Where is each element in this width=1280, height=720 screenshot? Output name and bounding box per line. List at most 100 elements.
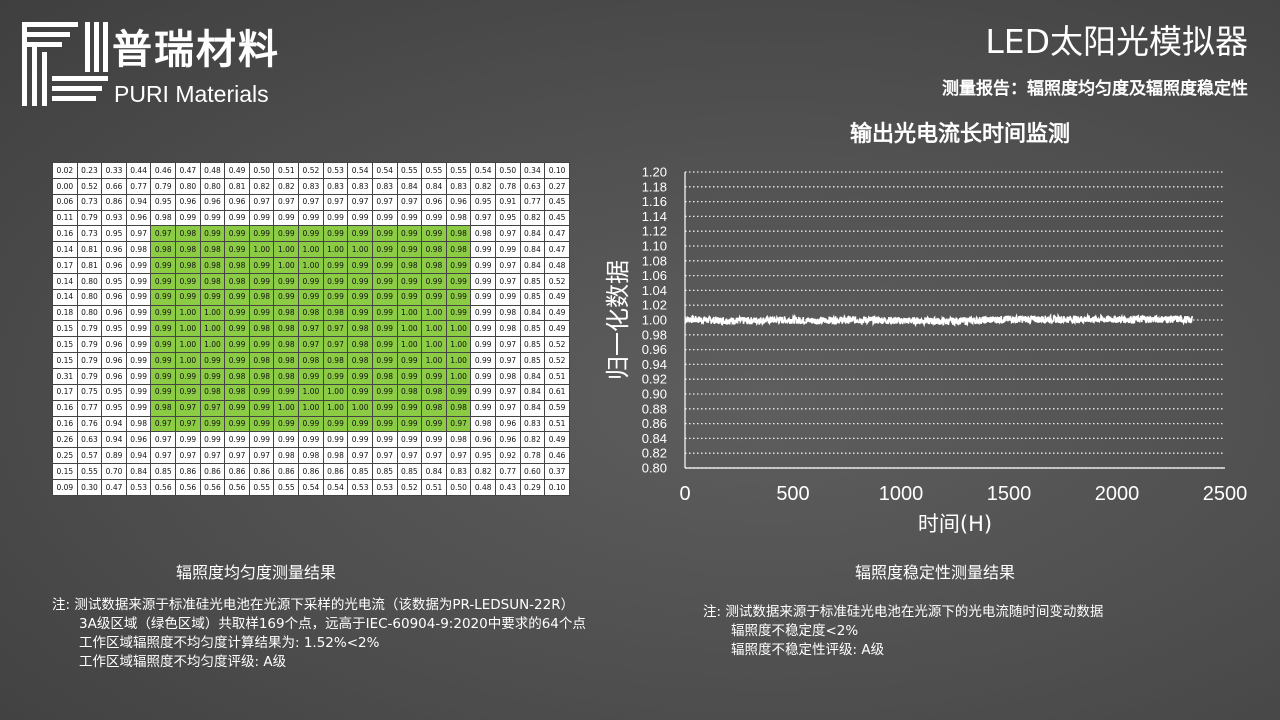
grid-cell: 0.50 (248, 162, 275, 179)
grid-cell: 0.61 (544, 383, 570, 401)
grid-cell: 0.99 (175, 272, 201, 290)
grid-cell: 0.95 (101, 399, 127, 417)
grid-row: 0.14 0.80 0.96 0.99 0.99 0.99 0.99 0.99 0.98 0.99… (52, 288, 570, 306)
y-tick-label: 0.86 (642, 416, 667, 431)
grid-cell: 0.83 (519, 415, 546, 433)
grid-cell: 0.98 (322, 352, 349, 369)
grid-cell: 0.51 (273, 162, 300, 179)
grid-cell: 0.99 (224, 209, 250, 227)
y-tick-label: 1.02 (642, 298, 667, 313)
grid-cell: 0.99 (396, 431, 423, 449)
grid-cell: 0.82 (470, 463, 496, 480)
grid-cell: 0.47 (544, 241, 570, 259)
page-title: LED太阳光模拟器 (985, 22, 1248, 61)
grid-cell: 0.83 (445, 177, 472, 195)
uniformity-grid: 0.02 0.23 0.33 0.44 0.46 0.47 0.48 0.49 0.50 0.51… (52, 162, 570, 497)
grid-cell: 0.99 (347, 257, 373, 274)
grid-cell: 0.97 (298, 320, 324, 338)
x-tick-label: 1000 (879, 483, 924, 505)
grid-cell: 0.77 (494, 463, 521, 480)
grid-cell: 0.98 (298, 447, 324, 465)
grid-cell: 0.99 (199, 415, 226, 433)
y-tick-label: 0.96 (642, 342, 667, 357)
grid-cell: 0.83 (322, 177, 349, 195)
grid-cell: 0.10 (544, 478, 570, 497)
grid-cell: 0.98 (273, 447, 300, 465)
grid-cell: 0.97 (175, 415, 201, 433)
grid-cell: 0.97 (322, 193, 349, 211)
uniformity-note-3: 工作区域辐照度不均匀度计算结果为: 1.52%<2% (79, 635, 380, 651)
grid-cell: 0.97 (298, 336, 324, 354)
uniformity-caption: 辐照度均匀度测量结果 (176, 563, 337, 582)
y-tick-label: 0.80 (642, 461, 667, 476)
grid-cell: 0.99 (347, 209, 373, 227)
grid-cell: 0.86 (322, 463, 349, 480)
grid-cell: 0.85 (371, 463, 398, 480)
grid-cell: 0.99 (224, 225, 250, 243)
grid-cell: 0.98 (421, 257, 447, 274)
grid-cell: 0.96 (421, 193, 447, 211)
grid-cell: 0.82 (273, 177, 300, 195)
grid-row: 0.18 0.80 0.96 0.99 0.99 1.00 1.00 0.99 0.99 0.98… (52, 304, 570, 322)
grid-cell: 0.97 (371, 193, 398, 211)
grid-cell: 0.94 (101, 415, 127, 433)
y-tick-label: 0.88 (642, 401, 667, 416)
grid-cell: 0.97 (470, 209, 496, 227)
grid-cell: 0.98 (470, 415, 496, 433)
grid-cell: 0.98 (470, 225, 496, 243)
grid-cell: 0.82 (248, 177, 275, 195)
grid-cell: 0.55 (273, 478, 300, 497)
grid-cell: 0.86 (101, 193, 127, 211)
grid-cell: 0.99 (248, 209, 275, 227)
grid-cell: 0.99 (248, 399, 275, 417)
grid-cell: 1.00 (396, 320, 423, 338)
grid-cell: 0.98 (445, 241, 472, 259)
grid-cell: 0.98 (248, 288, 275, 306)
grid-cell: 0.99 (347, 225, 373, 243)
grid-cell: 0.84 (519, 304, 546, 322)
grid-cell: 0.34 (519, 162, 546, 179)
grid-cell: 0.99 (445, 304, 472, 322)
grid-cell: 0.99 (396, 225, 423, 243)
grid-cell: 0.99 (199, 352, 226, 369)
grid-cell: 0.00 (52, 177, 78, 195)
grid-cell: 0.99 (396, 209, 423, 227)
grid-cell: 0.56 (175, 478, 201, 497)
y-tick-label: 0.90 (642, 387, 667, 402)
grid-cell: 0.99 (396, 415, 423, 433)
grid-cell: 0.99 (421, 431, 447, 449)
grid-cell: 0.97 (199, 399, 226, 417)
grid-cell: 0.48 (544, 257, 570, 274)
grid-cell: 0.26 (52, 431, 78, 449)
grid-cell: 1.00 (396, 336, 423, 354)
grid-cell: 0.98 (224, 257, 250, 274)
y-tick-label: 1.20 (642, 165, 667, 180)
grid-cell: 0.98 (199, 383, 226, 401)
grid-cell: 1.00 (445, 320, 472, 338)
grid-cell: 0.97 (445, 447, 472, 465)
grid-cell: 0.97 (150, 415, 177, 433)
grid-cell: 0.99 (150, 288, 177, 306)
y-tick-label: 1.06 (642, 268, 667, 283)
grid-cell: 0.99 (298, 272, 324, 290)
grid-cell: 0.99 (248, 336, 275, 354)
grid-cell: 0.85 (347, 463, 373, 480)
grid-cell: 0.99 (273, 272, 300, 290)
grid-cell: 0.99 (273, 209, 300, 227)
grid-cell: 0.55 (76, 463, 103, 480)
grid-cell: 1.00 (298, 383, 324, 401)
x-tick-label: 500 (776, 483, 809, 505)
grid-cell: 0.48 (199, 162, 226, 179)
grid-cell: 1.00 (298, 257, 324, 274)
grid-cell: 0.80 (76, 272, 103, 290)
grid-cell: 0.99 (371, 241, 398, 259)
grid-cell: 0.99 (445, 288, 472, 306)
grid-cell: 0.98 (224, 383, 250, 401)
grid-cell: 0.99 (175, 209, 201, 227)
stability-note-1: 注: 测试数据来源于标准硅光电池在光源下的光电流随时间变动数据 (703, 604, 1104, 620)
grid-cell: 0.43 (494, 478, 521, 497)
grid-cell: 0.99 (470, 272, 496, 290)
grid-row: 0.14 0.80 0.95 0.99 0.99 0.99 0.98 0.98 0.99 0.99… (52, 272, 570, 290)
grid-cell: 0.99 (273, 225, 300, 243)
grid-cell: 0.97 (494, 336, 521, 354)
